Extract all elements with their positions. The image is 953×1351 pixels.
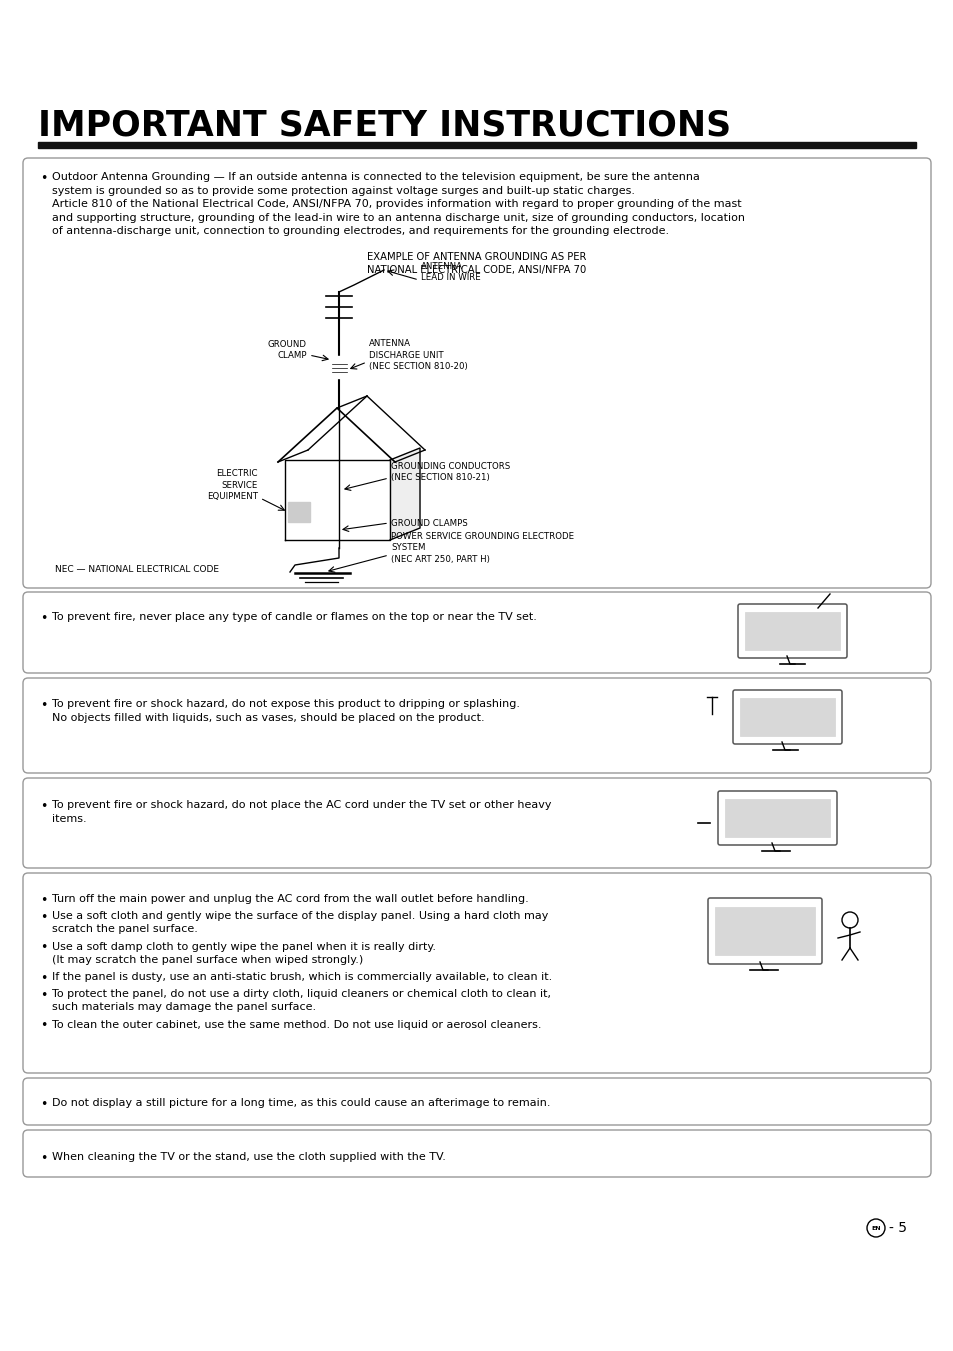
Bar [332,357,347,378]
Text: •: • [40,1152,48,1165]
Text: GROUND CLAMPS: GROUND CLAMPS [391,519,467,527]
Text: Use a soft cloth and gently wipe the surface of the display panel. Using a hard : Use a soft cloth and gently wipe the sur… [52,911,548,934]
Bar [689,809,700,819]
FancyBboxPatch shape [23,1078,930,1125]
Text: Use a soft damp cloth to gently wipe the panel when it is really dirty.
(It may : Use a soft damp cloth to gently wipe the… [52,942,436,965]
Bar [724,798,829,838]
Text: POWER SERVICE GROUNDING ELECTRODE
SYSTEM
(NEC ART 250, PART H): POWER SERVICE GROUNDING ELECTRODE SYSTEM… [391,532,574,563]
FancyBboxPatch shape [23,678,930,773]
Text: To prevent fire or shock hazard, do not place the AC cord under the TV set or ot: To prevent fire or shock hazard, do not … [52,800,551,824]
Text: To protect the panel, do not use a dirty cloth, liquid cleaners or chemical clot: To protect the panel, do not use a dirty… [52,989,551,1012]
Polygon shape [390,449,419,540]
Text: •: • [40,1098,48,1111]
Text: ANTENNA
DISCHARGE UNIT
(NEC SECTION 810-20): ANTENNA DISCHARGE UNIT (NEC SECTION 810-… [369,339,467,370]
Text: •: • [40,894,48,907]
Text: GROUNDING CONDUCTORS
(NEC SECTION 810-21): GROUNDING CONDUCTORS (NEC SECTION 810-21… [391,462,510,482]
Text: •: • [40,612,48,626]
FancyBboxPatch shape [707,898,821,965]
FancyBboxPatch shape [718,790,836,844]
FancyBboxPatch shape [23,1129,930,1177]
Text: •: • [40,698,48,712]
Text: When cleaning the TV or the stand, use the cloth supplied with the TV.: When cleaning the TV or the stand, use t… [52,1152,445,1162]
FancyBboxPatch shape [732,690,841,744]
Text: •: • [40,989,48,1002]
Text: •: • [40,942,48,955]
Circle shape [841,912,857,928]
Text: •: • [40,1020,48,1032]
FancyBboxPatch shape [23,158,930,588]
Text: To prevent fire, never place any type of candle or flames on the top or near the: To prevent fire, never place any type of… [52,612,537,621]
FancyBboxPatch shape [738,604,846,658]
Text: IMPORTANT SAFETY INSTRUCTIONS: IMPORTANT SAFETY INSTRUCTIONS [38,108,730,142]
Text: NEC — NATIONAL ELECTRICAL CODE: NEC — NATIONAL ELECTRICAL CODE [55,566,219,574]
Bar [714,907,814,955]
Bar [38,142,915,149]
Text: •: • [40,800,48,813]
Text: Do not display a still picture for a long time, as this could cause an afterimag: Do not display a still picture for a lon… [52,1098,550,1108]
Text: Outdoor Antenna Grounding — If an outside antenna is connected to the television: Outdoor Antenna Grounding — If an outsid… [52,172,744,236]
Text: •: • [40,911,48,924]
Text: •: • [40,172,48,185]
Bar [740,698,834,736]
Text: To clean the outer cabinet, use the same method. Do not use liquid or aerosol cl: To clean the outer cabinet, use the same… [52,1020,541,1029]
FancyBboxPatch shape [23,873,930,1073]
FancyBboxPatch shape [23,778,930,867]
Text: To prevent fire or shock hazard, do not expose this product to dripping or splas: To prevent fire or shock hazard, do not … [52,698,519,723]
Polygon shape [285,459,390,540]
Text: •: • [40,971,48,985]
Text: ANTENNA
LEAD IN WIRE: ANTENNA LEAD IN WIRE [420,262,480,282]
Text: Turn off the main power and unplug the AC cord from the wall outlet before handl: Turn off the main power and unplug the A… [52,894,528,904]
Text: - 5: - 5 [888,1221,906,1235]
Bar [744,612,840,650]
Text: ELECTRIC
SERVICE
EQUIPMENT: ELECTRIC SERVICE EQUIPMENT [207,469,257,501]
Bar [288,503,310,521]
Text: GROUND
CLAMP: GROUND CLAMP [268,340,307,361]
Text: If the panel is dusty, use an anti-static brush, which is commercially available: If the panel is dusty, use an anti-stati… [52,971,552,982]
Text: EN: EN [870,1225,880,1231]
Circle shape [866,1219,884,1238]
FancyBboxPatch shape [23,592,930,673]
Text: EXAMPLE OF ANTENNA GROUNDING AS PER
NATIONAL ELECTRICAL CODE, ANSI/NFPA 70: EXAMPLE OF ANTENNA GROUNDING AS PER NATI… [367,253,586,276]
